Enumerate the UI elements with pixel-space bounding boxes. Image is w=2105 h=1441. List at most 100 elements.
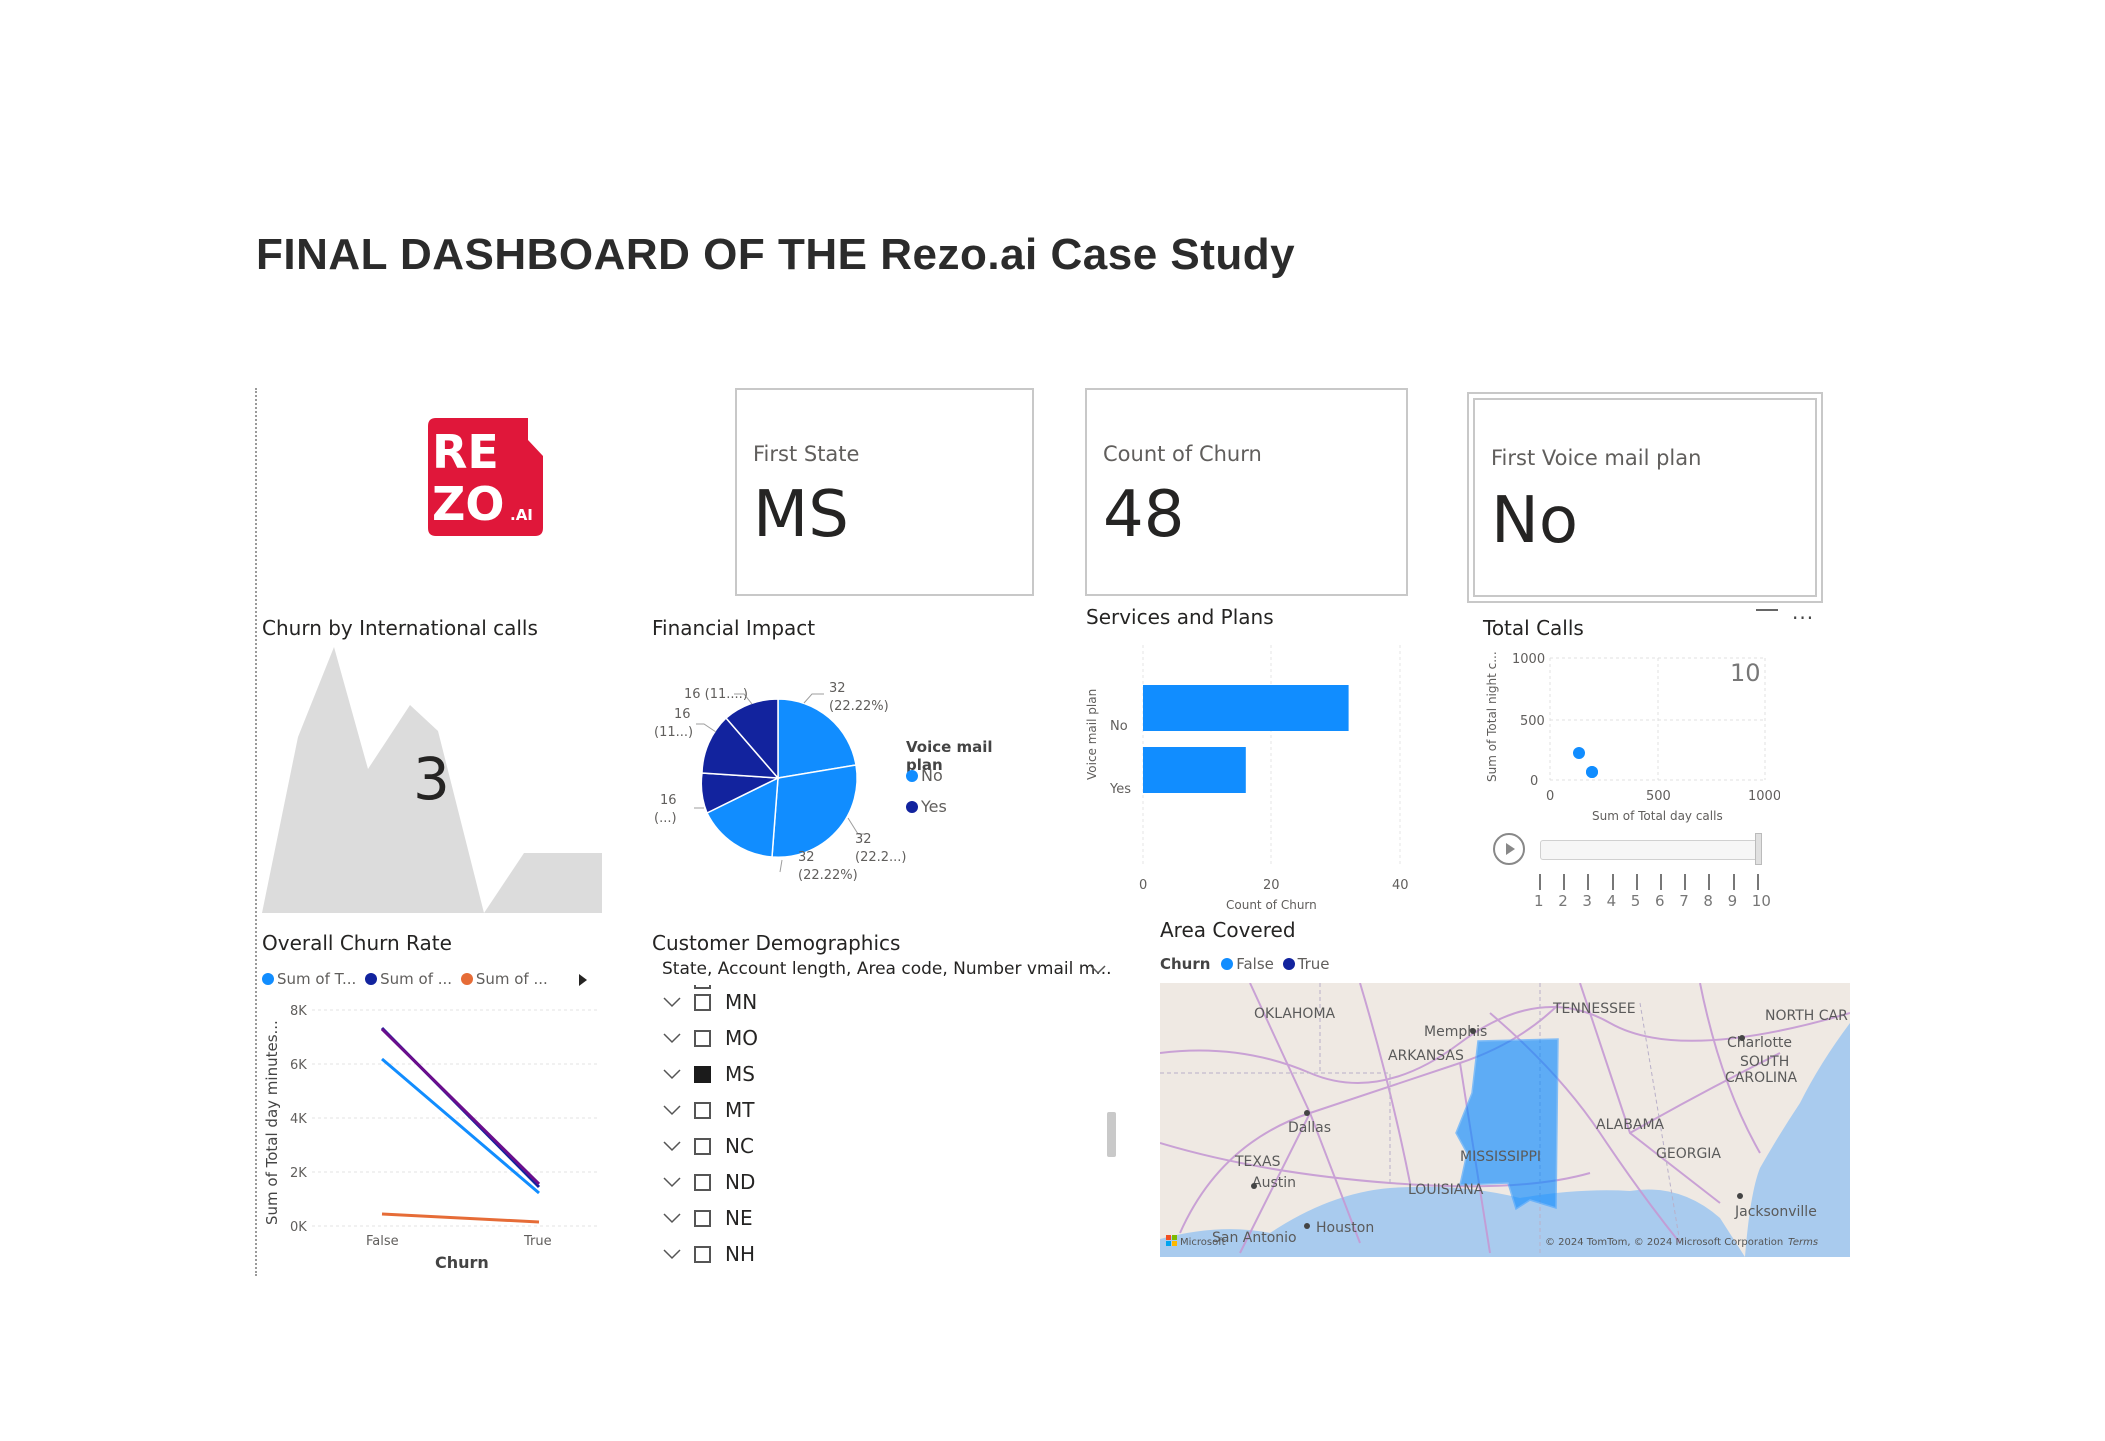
timeline-tick-label: 2 (1558, 892, 1568, 910)
intl-calls-chart[interactable]: 3 (262, 645, 602, 913)
chevron-down-icon[interactable] (662, 1064, 682, 1084)
demographics-item-nd[interactable]: ND (662, 1165, 755, 1199)
focus-mode-icon[interactable] (1756, 609, 1778, 617)
play-button[interactable] (1493, 833, 1525, 865)
map-place: Charlotte (1727, 1035, 1792, 1051)
area-legend-false[interactable]: False (1221, 955, 1274, 973)
timeline-tick[interactable] (1635, 874, 1638, 890)
pie-slice-3[interactable] (705, 776, 779, 858)
area-legend-true[interactable]: True (1282, 955, 1330, 973)
timeline-tick[interactable] (1684, 874, 1687, 890)
checkbox[interactable] (694, 1245, 711, 1263)
chevron-down-icon[interactable] (662, 1136, 682, 1156)
demographics-item-mo[interactable]: MO (662, 1021, 758, 1055)
chevron-down-icon[interactable] (662, 1100, 682, 1120)
oc-xtick-true: True (523, 1234, 552, 1249)
oc-line-4[interactable] (381, 1212, 540, 1224)
timeline-tick[interactable] (1732, 874, 1735, 890)
area-map[interactable]: TENNESSEE OKLAHOMA Memphis ARKANSAS NORT… (1160, 983, 1850, 1257)
more-options-icon[interactable]: ··· (1792, 606, 1815, 630)
oc-legend-3[interactable]: Sum of ... (460, 970, 548, 988)
demographics-item[interactable] (662, 985, 725, 997)
oc-line-3[interactable] (380, 1027, 541, 1186)
services-chart[interactable]: Voice mail plan No Yes 0 20 40 Count of … (1082, 640, 1422, 915)
chevron-down-icon[interactable] (662, 1028, 682, 1048)
demographics-item-label: ND (725, 1170, 756, 1194)
financial-title: Financial Impact (652, 616, 816, 640)
chevron-down-icon[interactable] (662, 1208, 682, 1228)
financial-legend-no-label: No (921, 766, 943, 785)
timeline-tick[interactable] (1756, 874, 1759, 890)
card-first-state[interactable]: First State MS (735, 388, 1034, 596)
financial-legend-no[interactable]: No (906, 766, 943, 785)
total-calls-chart[interactable]: 1000 500 0 0 500 1000 Sum of Total day c… (1480, 645, 1781, 915)
checkbox[interactable] (694, 1173, 711, 1191)
demographics-item-mt[interactable]: MT (662, 1093, 754, 1127)
overall-churn-chart[interactable]: 8K 6K 4K 2K 0K False True Churn Sum of T… (262, 995, 602, 1275)
demographics-item-ms[interactable]: MS (662, 1057, 755, 1091)
chevron-down-icon[interactable] (662, 992, 682, 1012)
oc-xlabel: Churn (435, 1253, 489, 1272)
card-first-voicemail-value: No (1491, 484, 1579, 558)
oc-line-1[interactable] (381, 1057, 540, 1195)
timeline-tick-label: 10 (1751, 892, 1771, 910)
financial-chart[interactable]: 32 (22.22%) 32 (22.2...) 32 (22.22%) 16 … (652, 672, 1032, 892)
timeline-tick-label: 4 (1606, 892, 1617, 910)
tc-ytick-1000: 1000 (1512, 652, 1545, 667)
card-first-voicemail[interactable]: First Voice mail plan No (1467, 392, 1823, 603)
timeline-tick[interactable] (1563, 874, 1566, 890)
overall-churn-title: Overall Churn Rate (262, 931, 452, 955)
legend-next-icon[interactable] (578, 972, 588, 991)
legend-dot-icon (262, 973, 274, 985)
oc-legend-1[interactable]: Sum of T... (262, 970, 356, 988)
map-place: Jacksonville (1734, 1204, 1817, 1220)
play-icon (1506, 843, 1515, 855)
checkbox[interactable] (694, 1065, 711, 1083)
timeline-tick-label: 6 (1655, 892, 1665, 910)
tc-point-2[interactable] (1573, 747, 1585, 759)
timeline-tick[interactable] (1587, 874, 1590, 890)
map-place: ALABAMA (1596, 1117, 1665, 1133)
area-legend-true-label: True (1297, 955, 1330, 973)
legend-dot-icon (1221, 958, 1234, 970)
card-count-churn[interactable]: Count of Churn 48 (1085, 388, 1408, 596)
timeline-tick[interactable] (1660, 874, 1662, 890)
checkbox[interactable] (694, 1137, 711, 1155)
demographics-item-label: MN (725, 990, 758, 1014)
pie-label-2b: (22.2...) (855, 850, 907, 865)
financial-legend-yes[interactable]: Yes (906, 797, 947, 816)
pie-slice-6[interactable] (724, 698, 779, 781)
pie-slice-2[interactable] (771, 764, 858, 858)
play-axis-track[interactable] (1540, 840, 1760, 860)
services-bar-yes[interactable] (1143, 747, 1246, 793)
demographics-item-ne[interactable]: NE (662, 1201, 753, 1235)
checkbox[interactable] (694, 1029, 711, 1047)
play-axis-handle[interactable] (1755, 833, 1762, 865)
checkbox[interactable] (694, 1101, 711, 1119)
demographics-scrollbar[interactable] (1107, 1112, 1116, 1157)
map-region-mississippi[interactable] (1455, 1038, 1559, 1211)
demographics-list[interactable]: MN MO MS MT NC ND NE NH (656, 985, 1106, 1272)
pie-slice-1[interactable] (777, 698, 857, 779)
checkbox[interactable] (694, 993, 711, 1011)
demographics-item-label: NH (725, 1242, 755, 1266)
demographics-item-nc[interactable]: NC (662, 1129, 754, 1163)
demographics-item-mn[interactable]: MN (662, 985, 757, 1019)
chevron-down-icon[interactable] (662, 1244, 682, 1264)
area-legend: Churn False True (1160, 955, 1330, 973)
chevron-down-icon[interactable] (662, 1172, 682, 1192)
area-legend-title: Churn (1160, 955, 1211, 973)
pie-slice-5[interactable] (701, 716, 780, 779)
services-xlabel: Count of Churn (1226, 898, 1317, 912)
timeline-tick[interactable] (1708, 874, 1711, 890)
oc-legend-2[interactable]: Sum of ... (365, 970, 452, 988)
timeline-tick[interactable] (1611, 874, 1614, 890)
map-terms-link[interactable]: Terms (1788, 1237, 1818, 1248)
demographics-item-nh[interactable]: NH (662, 1237, 755, 1271)
checkbox[interactable] (694, 1209, 711, 1227)
pie-label-5b: (11...) (654, 725, 693, 740)
demographics-dropdown[interactable]: State, Account length, Area code, Number… (662, 959, 1112, 983)
timeline-tick[interactable] (1539, 874, 1541, 890)
services-bar-no[interactable] (1143, 685, 1349, 731)
